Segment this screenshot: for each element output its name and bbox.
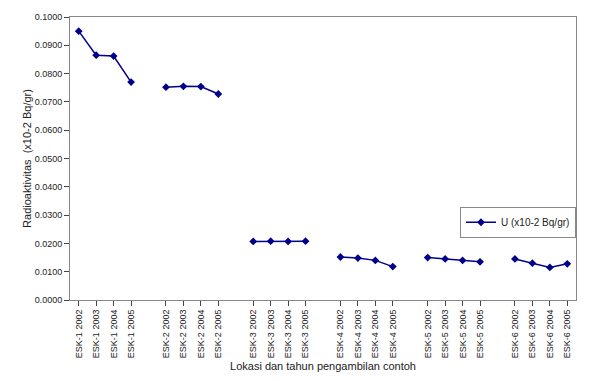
svg-text:0.1000: 0.1000 (35, 12, 63, 22)
svg-text:0.0300: 0.0300 (35, 210, 63, 220)
svg-text:ESK-5 2004: ESK-5 2004 (458, 310, 468, 359)
svg-text:0.0800: 0.0800 (35, 69, 63, 79)
svg-text:ESK-6 2003: ESK-6 2003 (527, 310, 537, 359)
svg-text:ESK-2 2003: ESK-2 2003 (178, 310, 188, 359)
svg-text:0.0900: 0.0900 (35, 40, 63, 50)
svg-text:ESK-1 2005: ESK-1 2005 (126, 310, 136, 359)
svg-text:U (x10-2 Bq/gr): U (x10-2 Bq/gr) (501, 217, 569, 228)
svg-text:0.0200: 0.0200 (35, 239, 63, 249)
svg-text:0.0400: 0.0400 (35, 182, 63, 192)
svg-text:ESK-1 2003: ESK-1 2003 (91, 310, 101, 359)
svg-text:Radioaktivitas (x10-2 Bq/gr): Radioaktivitas (x10-2 Bq/gr) (21, 89, 33, 228)
svg-text:Lokasi dan tahun pengambilan c: Lokasi dan tahun pengambilan contoh (230, 360, 416, 372)
svg-text:ESK-4 2002: ESK-4 2002 (335, 310, 345, 359)
svg-text:ESK-5 2002: ESK-5 2002 (423, 310, 433, 359)
svg-text:0.0600: 0.0600 (35, 125, 63, 135)
svg-text:0.0100: 0.0100 (35, 267, 63, 277)
svg-text:0.0500: 0.0500 (35, 154, 63, 164)
svg-text:ESK-4 2003: ESK-4 2003 (353, 310, 363, 359)
svg-text:ESK-3 2005: ESK-3 2005 (300, 310, 310, 359)
svg-text:ESK-1 2002: ESK-1 2002 (74, 310, 84, 359)
svg-text:ESK-1 2004: ESK-1 2004 (109, 310, 119, 359)
svg-text:ESK-5 2003: ESK-5 2003 (440, 310, 450, 359)
svg-text:ESK-6 2005: ESK-6 2005 (562, 310, 572, 359)
svg-text:ESK-3 2003: ESK-3 2003 (266, 310, 276, 359)
svg-text:0.0700: 0.0700 (35, 97, 63, 107)
svg-text:ESK-6 2004: ESK-6 2004 (545, 310, 555, 359)
svg-text:ESK-3 2004: ESK-3 2004 (283, 310, 293, 359)
svg-text:ESK-2 2005: ESK-2 2005 (213, 310, 223, 359)
svg-text:ESK-5 2005: ESK-5 2005 (475, 310, 485, 359)
svg-text:ESK-3 2002: ESK-3 2002 (248, 310, 258, 359)
svg-text:ESK-4 2005: ESK-4 2005 (388, 310, 398, 359)
svg-text:ESK-2 2002: ESK-2 2002 (161, 310, 171, 359)
svg-text:ESK-2 2004: ESK-2 2004 (196, 310, 206, 359)
svg-text:0.0000: 0.0000 (35, 295, 63, 305)
svg-text:ESK-6 2002: ESK-6 2002 (510, 310, 520, 359)
svg-text:ESK-4 2004: ESK-4 2004 (370, 310, 380, 359)
